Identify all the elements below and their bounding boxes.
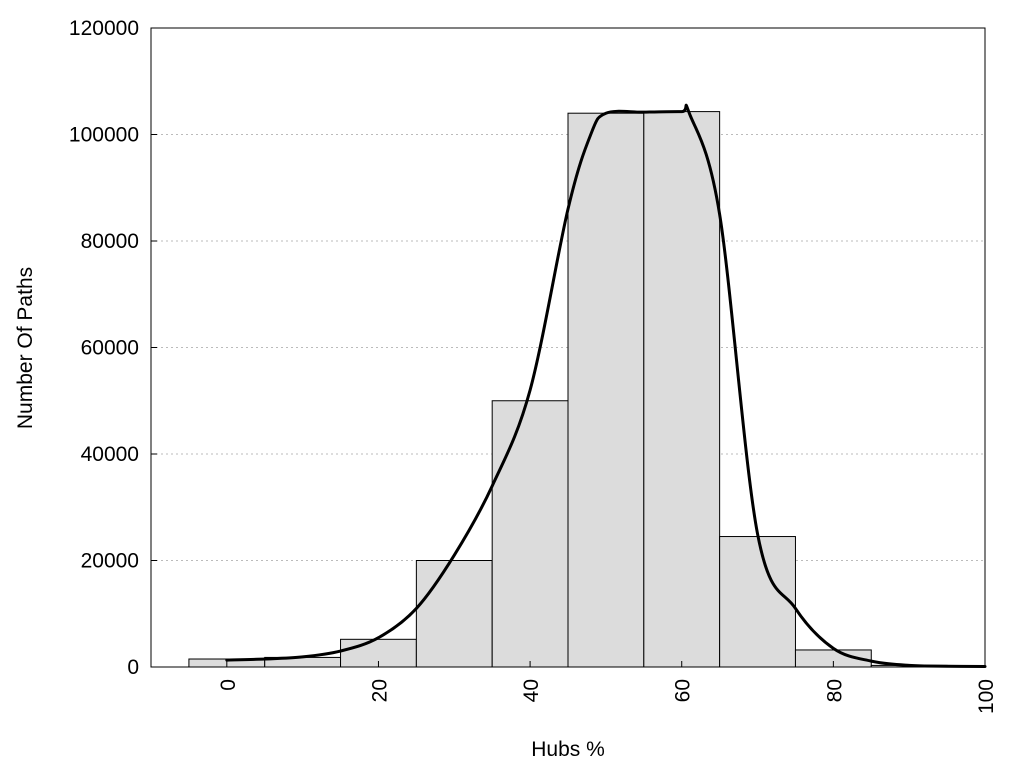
x-tick-label: 100 bbox=[975, 679, 998, 714]
y-tick-label: 100000 bbox=[69, 124, 139, 147]
y-tick-label: 20000 bbox=[81, 550, 139, 573]
y-tick-label: 0 bbox=[127, 656, 139, 679]
distribution-curve bbox=[225, 103, 987, 668]
x-axis-ticks: 0 20 40 60 80 100 bbox=[217, 661, 998, 714]
x-tick-label: 20 bbox=[368, 679, 391, 702]
y-tick-label: 60000 bbox=[81, 337, 139, 360]
histogram-bar bbox=[415, 560, 493, 668]
x-tick-label: 60 bbox=[672, 679, 695, 702]
histogram-bar bbox=[491, 400, 569, 668]
x-tick-label: 40 bbox=[520, 679, 543, 702]
y-axis-label: Number Of Paths bbox=[14, 267, 37, 429]
y-tick-label: 40000 bbox=[81, 443, 139, 466]
y-axis-ticks: 0 20000 40000 60000 80000 100000 120000 bbox=[69, 17, 157, 679]
y-tick-label: 120000 bbox=[69, 17, 139, 40]
histogram-bars bbox=[188, 111, 948, 668]
histogram-bar bbox=[567, 112, 645, 668]
distribution-curve-layer bbox=[225, 103, 987, 668]
y-tick-label: 80000 bbox=[81, 230, 139, 253]
x-axis-label: Hubs % bbox=[531, 738, 605, 761]
x-tick-label: 80 bbox=[823, 679, 846, 702]
histogram-bar bbox=[719, 536, 796, 668]
x-tick-label: 0 bbox=[217, 679, 240, 691]
histogram-bar bbox=[643, 111, 721, 668]
